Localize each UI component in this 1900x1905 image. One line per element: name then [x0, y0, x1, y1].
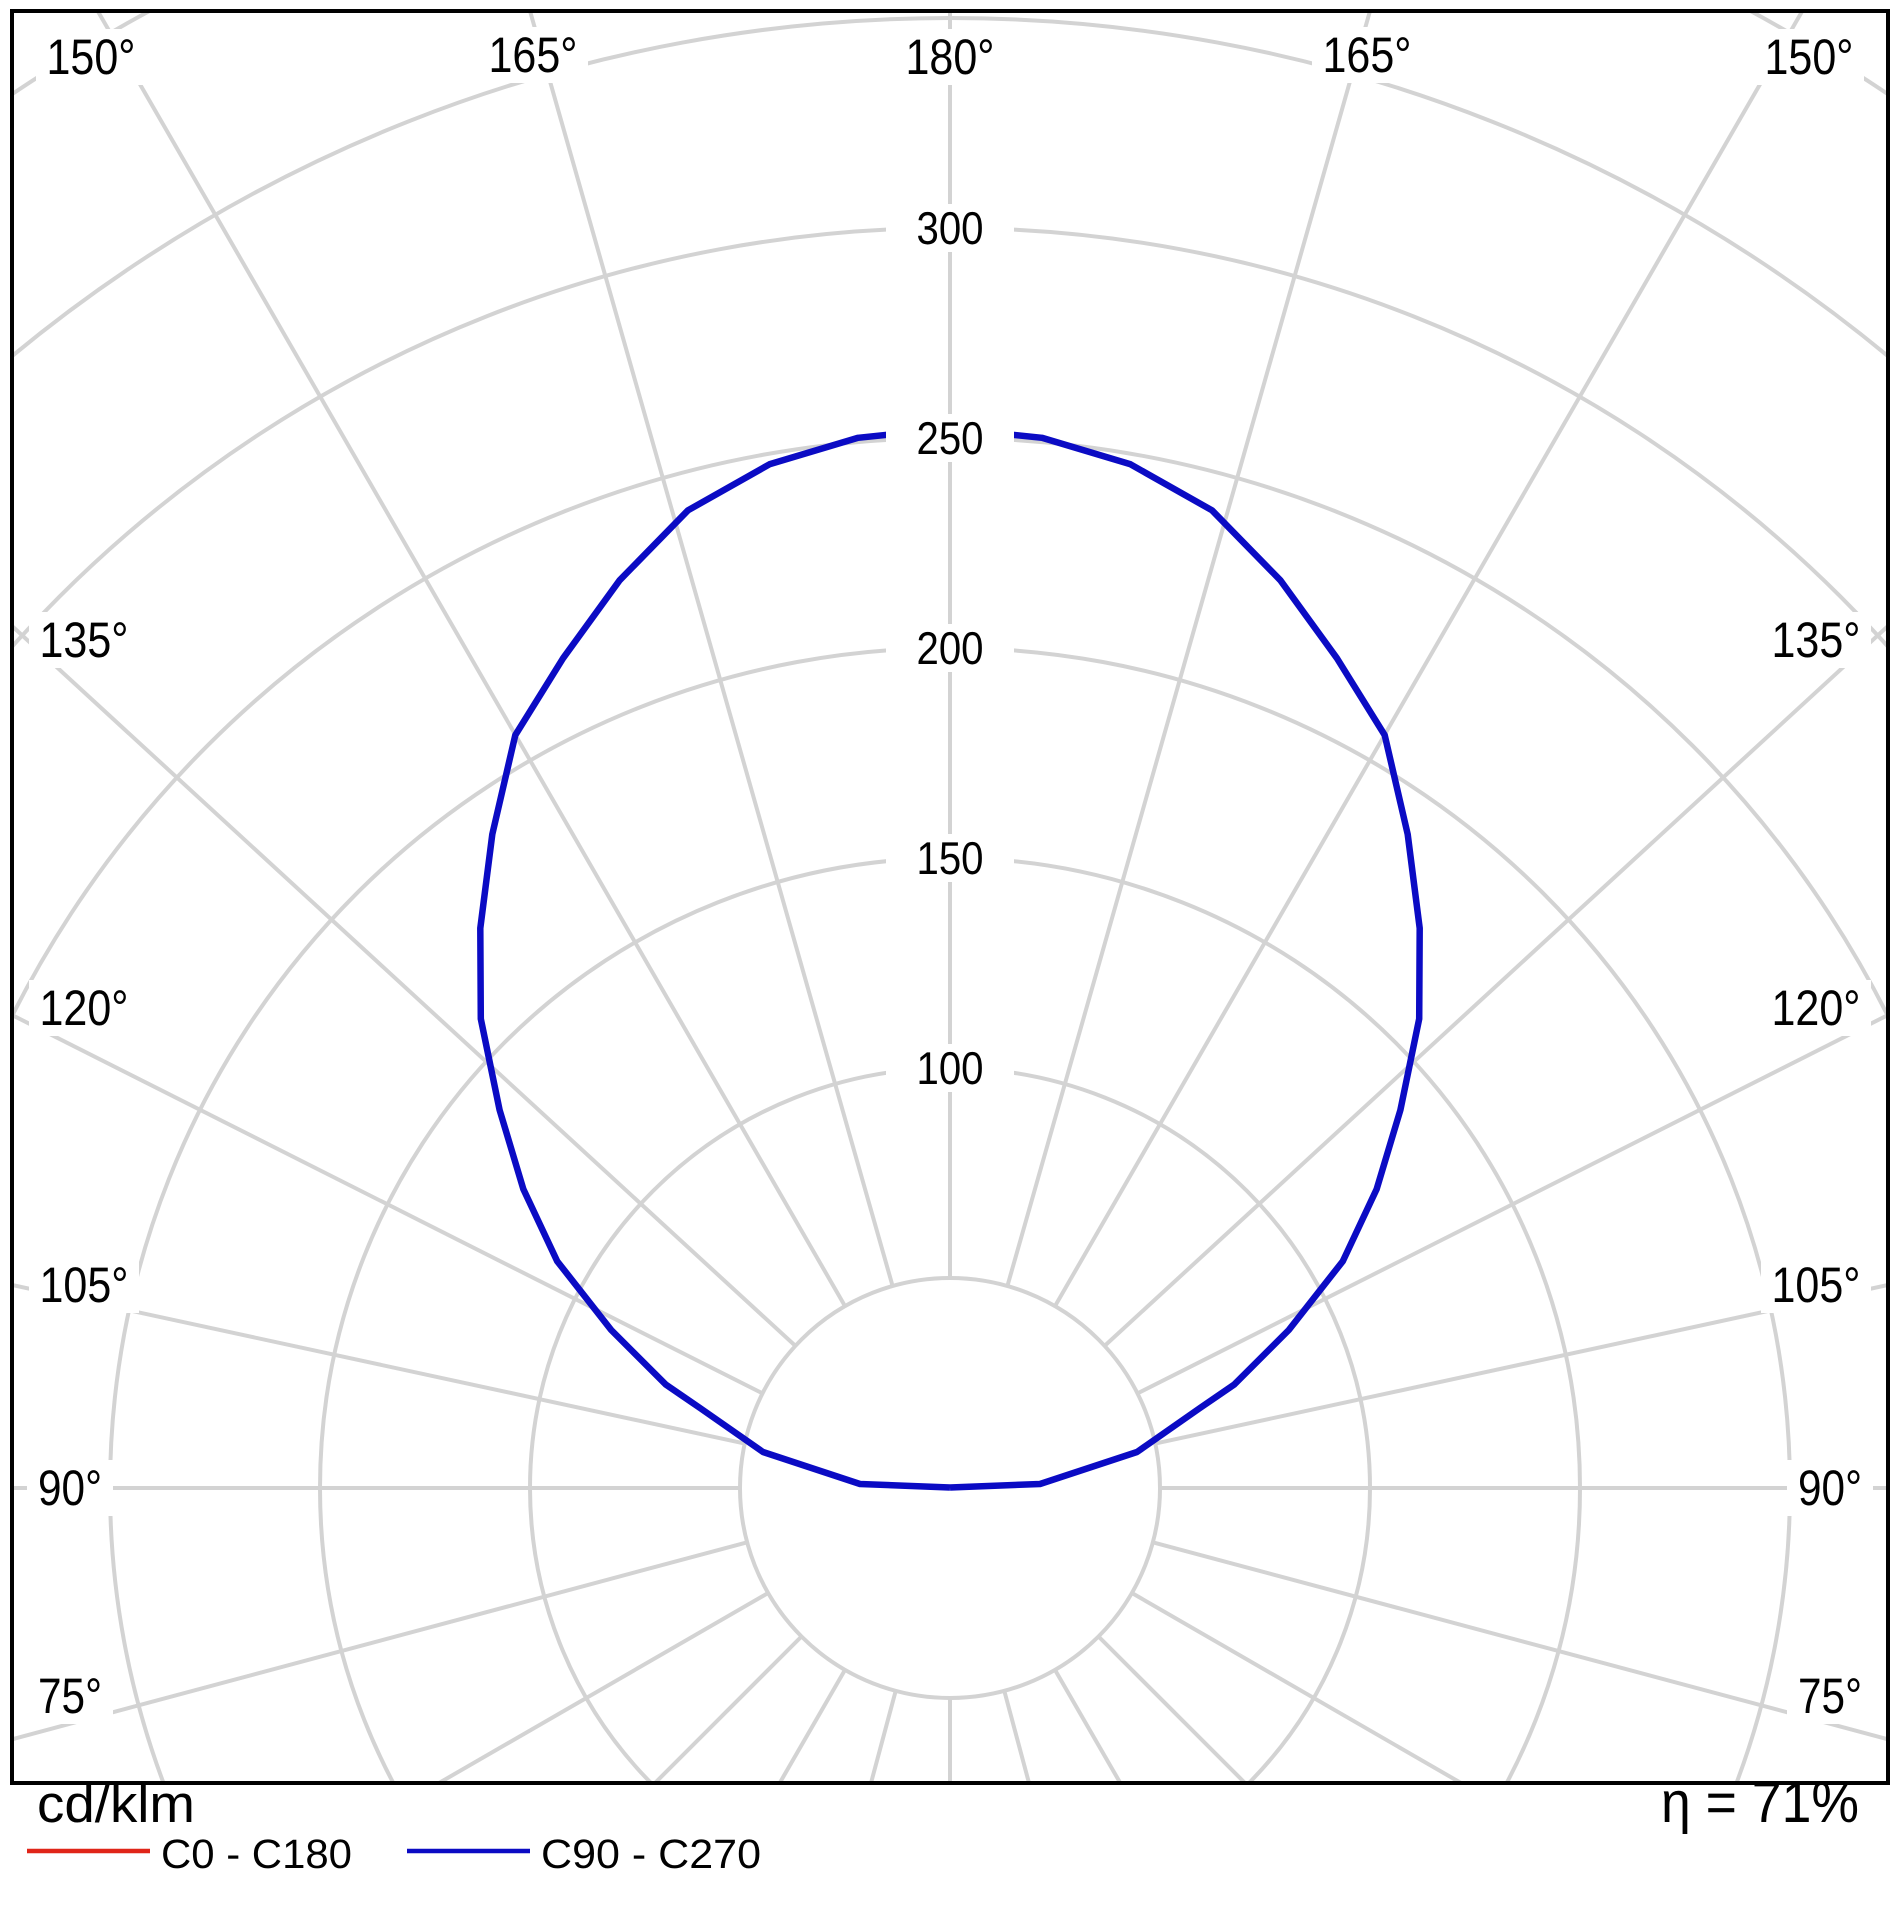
svg-text:C0 - C180: C0 - C180: [161, 1831, 352, 1877]
svg-text:105°: 105°: [1772, 1257, 1861, 1313]
svg-text:C90 - C270: C90 - C270: [541, 1831, 761, 1877]
svg-text:cd/klm: cd/klm: [37, 1775, 195, 1834]
svg-text:165°: 165°: [489, 27, 578, 83]
svg-text:250: 250: [917, 412, 984, 464]
svg-text:150°: 150°: [1765, 29, 1854, 85]
svg-text:200: 200: [917, 622, 984, 674]
svg-text:75°: 75°: [38, 1668, 102, 1724]
svg-text:180°: 180°: [906, 29, 995, 85]
svg-text:135°: 135°: [1772, 612, 1861, 668]
svg-text:75°: 75°: [1798, 1668, 1862, 1724]
svg-text:90°: 90°: [1798, 1460, 1862, 1516]
svg-text:η = 71%: η = 71%: [1661, 1770, 1859, 1835]
svg-text:150°: 150°: [47, 29, 136, 85]
svg-text:120°: 120°: [1772, 980, 1861, 1036]
svg-text:135°: 135°: [40, 612, 129, 668]
svg-text:100: 100: [917, 1042, 984, 1094]
svg-text:105°: 105°: [40, 1257, 129, 1313]
svg-text:120°: 120°: [40, 980, 129, 1036]
svg-text:165°: 165°: [1323, 27, 1412, 83]
svg-text:90°: 90°: [38, 1460, 102, 1516]
svg-text:300: 300: [917, 202, 984, 254]
svg-text:150: 150: [917, 832, 984, 884]
